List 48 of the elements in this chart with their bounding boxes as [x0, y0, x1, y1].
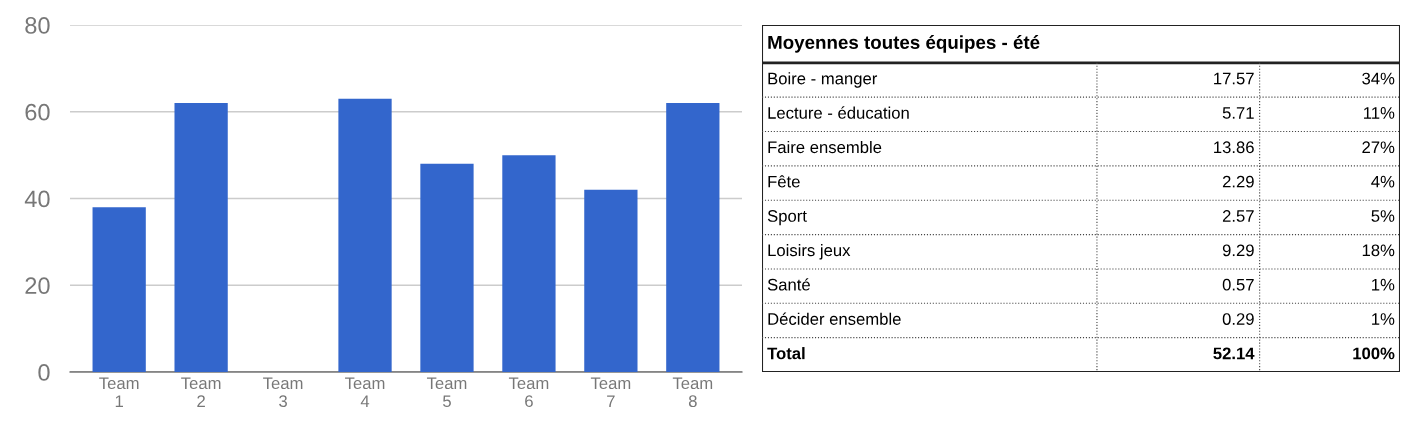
data-label: 13.86 — [1214, 141, 1254, 154]
category-label: Boire - manger — [768, 72, 878, 88]
bar — [584, 189, 638, 372]
data-label: 0.29 — [1222, 313, 1254, 325]
text: Moyennes toutes équipes - été — [768, 35, 1040, 53]
data-label: 27% — [1362, 141, 1395, 154]
category-label: Fête — [768, 175, 800, 188]
data-label: 18% — [1362, 244, 1395, 257]
data-label: 11% — [1364, 107, 1395, 119]
bar — [174, 103, 228, 372]
y-tick-label: 40 — [24, 190, 50, 208]
data-label: 5% — [1371, 210, 1395, 222]
data-label: 2.57 — [1222, 210, 1254, 222]
data-label: 0.57 — [1222, 278, 1254, 291]
y-tick-label: 80 — [25, 17, 50, 34]
category-label: Sport — [767, 210, 807, 226]
bar — [338, 98, 392, 372]
category-label: Décider ensemble — [768, 312, 901, 325]
x-tick-label: Team 8 — [672, 377, 713, 408]
bar — [666, 103, 720, 372]
data-label: 52.14 — [1213, 347, 1255, 360]
bar — [420, 163, 474, 372]
data-label: 1% — [1372, 313, 1395, 325]
data-label: 2.29 — [1222, 175, 1254, 188]
data-label: 9.29 — [1222, 244, 1254, 257]
x-tick-label: Team 4 — [345, 377, 385, 407]
bar — [92, 207, 146, 372]
x-tick-label: Team 1 — [99, 377, 139, 407]
category-label: Total — [767, 347, 805, 360]
x-tick-label: Team 3 — [263, 377, 303, 408]
data-label: 100% — [1353, 347, 1395, 360]
y-tick-label: 60 — [25, 103, 50, 121]
y-tick-label: 0 — [38, 364, 50, 381]
data-label: 4% — [1371, 175, 1395, 188]
data-label: 34% — [1362, 72, 1395, 85]
category-label: Santé — [767, 278, 810, 291]
bar — [502, 155, 556, 372]
data-label: 5.71 — [1222, 107, 1254, 119]
data-label: 17.57 — [1214, 72, 1254, 85]
x-tick-label: Team 5 — [426, 377, 467, 408]
x-tick-label: Team 6 — [508, 377, 549, 408]
category-label: Lecture - éducation — [768, 106, 909, 119]
data-label: 1% — [1372, 278, 1395, 291]
x-tick-label: Team 7 — [590, 377, 631, 407]
category-label: Loisirs jeux — [768, 243, 851, 260]
category-label: Faire ensemble — [768, 140, 882, 154]
y-tick-label: 20 — [25, 277, 50, 295]
x-tick-label: Team 2 — [181, 377, 221, 407]
